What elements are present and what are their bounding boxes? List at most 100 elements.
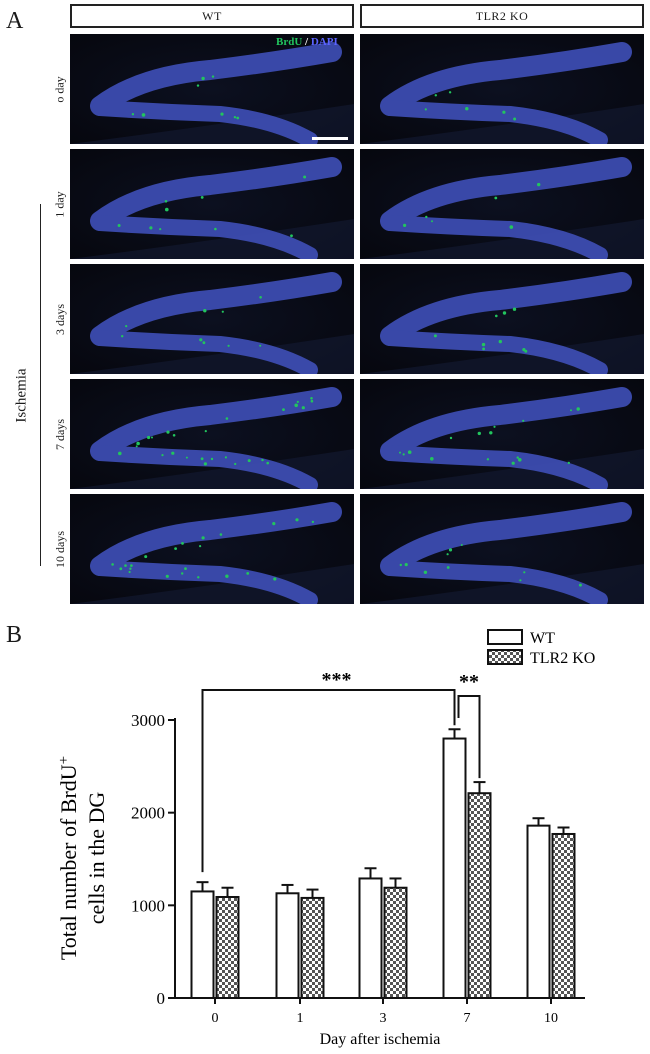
column-header-wt: WT	[70, 4, 354, 28]
scale-bar	[312, 137, 348, 140]
brdu-cell	[118, 451, 122, 456]
brdu-cell	[502, 311, 507, 315]
brdu-cell	[261, 458, 264, 462]
significance-bracket	[201, 689, 456, 873]
x-tick-label: 1	[297, 1011, 304, 1026]
bar-tlr2-ko	[215, 895, 240, 1000]
brdu-cell	[227, 344, 230, 347]
y-tick-label: 0	[157, 989, 166, 1008]
brdu-cell	[486, 458, 490, 461]
brdu-cell	[448, 91, 452, 94]
brdu-cell	[121, 335, 124, 338]
y-axis-title-line1: Total number of BrdU+	[56, 756, 81, 960]
brdu-cell	[233, 116, 237, 119]
brdu-cell	[184, 567, 187, 570]
brdu-cell	[446, 553, 449, 556]
ischemia-label: Ischemia	[13, 367, 30, 423]
brdu-cell	[204, 430, 207, 433]
brdu-cell	[425, 215, 428, 219]
brdu-cell	[171, 451, 175, 455]
brdu-cell	[301, 406, 305, 410]
dentate-gyrus-image	[360, 387, 644, 489]
brdu-cell	[446, 566, 450, 569]
dentate-gyrus-image	[70, 157, 354, 259]
micrograph-panel	[360, 494, 644, 604]
brdu-cell	[211, 75, 215, 78]
brdu-cell	[290, 234, 293, 238]
brdu-cell	[477, 431, 481, 436]
brdu-cell	[498, 339, 502, 344]
micrograph-panel	[360, 149, 644, 259]
dentate-gyrus-image	[70, 502, 354, 604]
brdu-cell	[159, 228, 162, 231]
brdu-cell	[119, 567, 123, 571]
brdu-cell	[303, 175, 307, 179]
legend-label: WT	[530, 630, 555, 647]
brdu-cell	[131, 113, 135, 116]
brdu-cell	[225, 574, 229, 578]
brdu-cell	[310, 399, 314, 403]
brdu-cell	[174, 547, 177, 550]
x-tick-label: 3	[380, 1011, 387, 1026]
panel-a-letter: A	[6, 8, 24, 34]
micrograph-panel	[360, 34, 644, 144]
brdu-cell	[165, 574, 169, 578]
brdu-cell	[516, 456, 519, 459]
brdu-cell	[214, 227, 217, 231]
brdu-cell	[295, 518, 299, 522]
brdu-cell	[247, 459, 251, 463]
brdu-cell	[117, 224, 121, 227]
brdu-cell	[460, 544, 463, 546]
bar-tlr2-ko	[300, 896, 325, 1000]
legend-swatch	[487, 629, 523, 645]
brdu-cell	[225, 417, 229, 420]
brdu-cell	[482, 347, 485, 351]
brdu-cell	[166, 430, 170, 434]
brdu-cell	[273, 577, 277, 581]
brdu-cell	[407, 450, 412, 454]
brdu-cell	[111, 563, 114, 566]
brdu-cell	[537, 182, 541, 187]
stain-dapi-label: DAPI	[310, 36, 338, 48]
brdu-cell	[259, 344, 262, 347]
brdu-cell	[402, 453, 405, 456]
brdu-cell	[272, 522, 276, 526]
brdu-cell	[522, 419, 525, 422]
brdu-cell	[430, 457, 434, 461]
dentate-gyrus-image	[360, 157, 644, 259]
brdu-cell	[433, 334, 437, 338]
brdu-cell	[234, 462, 237, 466]
bar-wt	[526, 824, 551, 999]
brdu-cell	[481, 342, 486, 347]
brdu-cell	[522, 348, 526, 352]
brdu-cell	[424, 108, 427, 111]
brdu-cell	[164, 200, 168, 203]
brdu-cell	[448, 548, 453, 552]
brdu-cell	[246, 572, 250, 575]
dentate-gyrus-image	[70, 387, 354, 489]
brdu-cell	[511, 461, 515, 465]
brdu-cell	[259, 296, 262, 299]
brdu-cell	[221, 310, 224, 313]
brdu-cell	[161, 454, 164, 457]
brdu-cell	[494, 196, 498, 200]
bar-tlr2-ko	[551, 832, 576, 999]
brdu-cell	[147, 435, 151, 440]
brdu-cell	[199, 338, 203, 342]
brdu-cell	[185, 456, 188, 459]
brdu-cell	[202, 341, 206, 345]
brdu-cell	[203, 309, 207, 313]
brdu-cell	[489, 431, 493, 435]
brdu-cell	[128, 570, 131, 574]
bar-tlr2-ko	[467, 792, 492, 999]
brdu-cell	[199, 545, 202, 548]
brdu-cell	[518, 458, 522, 462]
brdu-cell	[129, 567, 132, 570]
brdu-cell	[512, 307, 517, 311]
brdu-cell	[495, 314, 498, 318]
x-tick-label: 7	[464, 1011, 471, 1026]
bar-wt	[442, 737, 467, 1000]
brdu-cell	[219, 533, 223, 536]
brdu-cell	[210, 457, 214, 461]
significance-bracket	[457, 695, 481, 779]
